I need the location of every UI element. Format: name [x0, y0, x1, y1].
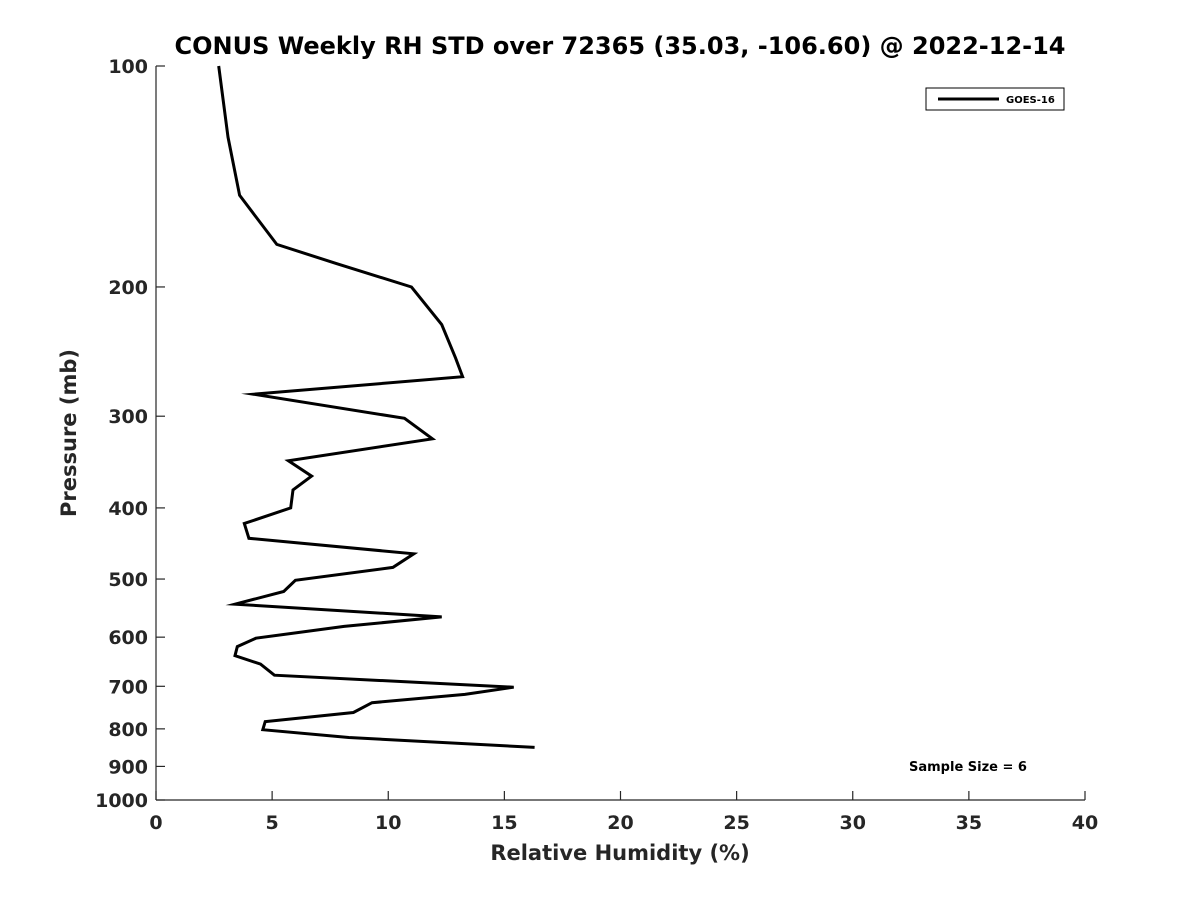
- y-tick-label: 200: [108, 277, 148, 299]
- y-tick-label: 500: [108, 569, 148, 591]
- legend-label-goes-16: GOES-16: [1006, 95, 1055, 106]
- x-tick-label: 40: [1072, 812, 1098, 834]
- x-tick-label: 25: [723, 812, 749, 834]
- x-axis: 0 5 10 15 20 25 30 35 40: [149, 791, 1098, 834]
- x-tick-label: 0: [149, 812, 162, 834]
- sample-size-annotation: Sample Size = 6: [909, 760, 1027, 775]
- y-tick-label: 1000: [95, 790, 148, 812]
- legend: GOES-16: [925, 87, 1065, 111]
- y-tick-label: 400: [108, 498, 148, 520]
- y-tick-label: 900: [108, 756, 148, 778]
- y-tick-label: 800: [108, 719, 148, 741]
- x-tick-label: 5: [266, 812, 279, 834]
- y-tick-label: 300: [108, 406, 148, 428]
- y-tick-label: 600: [108, 627, 148, 649]
- x-axis-label: Relative Humidity (%): [490, 841, 749, 865]
- x-tick-label: 10: [375, 812, 401, 834]
- y-tick-label: 700: [108, 676, 148, 698]
- series-layer: [217, 65, 535, 749]
- series-line-goes-16: [217, 65, 535, 749]
- y-axis-label: Pressure (mb): [57, 349, 81, 517]
- x-tick-label: 35: [956, 812, 982, 834]
- x-tick-label: 15: [491, 812, 517, 834]
- y-tick-label: 100: [108, 56, 148, 78]
- plot-area: [155, 66, 1085, 801]
- chart-title: CONUS Weekly RH STD over 72365 (35.03, -…: [174, 32, 1065, 60]
- x-tick-label: 30: [840, 812, 866, 834]
- x-tick-label: 20: [607, 812, 633, 834]
- y-axis: 100 200 300 400 500 600 700 800 900 1000: [95, 56, 165, 812]
